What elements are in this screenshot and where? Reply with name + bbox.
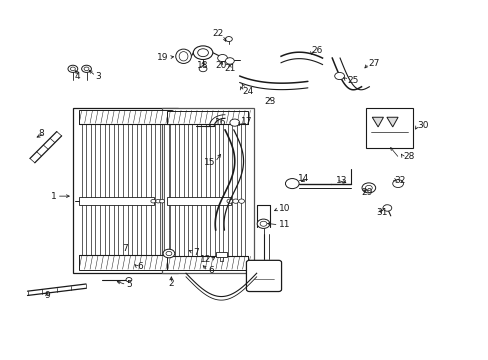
Text: 25: 25: [346, 76, 358, 85]
Bar: [167, 256, 248, 270]
Circle shape: [199, 66, 206, 72]
Ellipse shape: [197, 49, 208, 57]
Circle shape: [156, 199, 160, 203]
Circle shape: [361, 183, 375, 193]
Circle shape: [163, 249, 174, 258]
Text: 3: 3: [96, 72, 102, 81]
Text: 10: 10: [278, 204, 289, 213]
Polygon shape: [371, 117, 383, 127]
Text: 30: 30: [417, 121, 428, 130]
Bar: [167, 111, 248, 124]
FancyBboxPatch shape: [246, 260, 281, 292]
Text: 7: 7: [122, 244, 128, 253]
Text: 28: 28: [402, 152, 413, 161]
Circle shape: [70, 67, 75, 71]
Text: 23: 23: [264, 97, 275, 106]
Circle shape: [68, 65, 78, 72]
Circle shape: [334, 72, 344, 80]
Circle shape: [382, 205, 391, 211]
Circle shape: [225, 37, 232, 41]
Text: 15: 15: [203, 158, 215, 167]
Text: 5: 5: [126, 280, 132, 289]
Bar: [216, 252, 226, 257]
Text: 19: 19: [157, 53, 168, 62]
Circle shape: [217, 54, 227, 62]
Circle shape: [81, 65, 91, 72]
Text: 31: 31: [375, 208, 387, 217]
Bar: [161, 108, 254, 273]
Text: 13: 13: [335, 176, 347, 185]
Circle shape: [226, 199, 232, 203]
Bar: [79, 255, 171, 270]
Text: 27: 27: [368, 59, 380, 68]
Text: 4: 4: [74, 72, 80, 81]
Text: 2: 2: [168, 279, 174, 288]
Text: 22: 22: [212, 29, 224, 38]
Text: 9: 9: [44, 291, 50, 300]
Text: 14: 14: [297, 174, 309, 183]
Circle shape: [151, 199, 156, 203]
Text: 8: 8: [39, 129, 44, 138]
Text: 21: 21: [224, 64, 235, 73]
Circle shape: [225, 58, 234, 64]
Circle shape: [238, 199, 244, 203]
Circle shape: [229, 119, 239, 126]
Text: 29: 29: [361, 188, 372, 197]
Circle shape: [84, 67, 89, 71]
Circle shape: [365, 185, 371, 190]
Circle shape: [285, 179, 299, 189]
Ellipse shape: [175, 49, 191, 63]
Text: 26: 26: [311, 46, 323, 55]
Bar: [73, 108, 177, 273]
Text: 24: 24: [242, 86, 253, 95]
Text: 20: 20: [215, 62, 226, 71]
Text: 32: 32: [394, 176, 405, 185]
Text: 6: 6: [137, 262, 142, 271]
Text: 7: 7: [193, 248, 199, 257]
Bar: [79, 197, 154, 205]
Text: 16: 16: [214, 118, 225, 127]
Circle shape: [159, 199, 164, 203]
Circle shape: [165, 251, 171, 256]
Text: 6: 6: [207, 266, 213, 275]
Text: 12: 12: [200, 255, 211, 264]
Circle shape: [126, 278, 132, 282]
Bar: [79, 110, 171, 124]
Polygon shape: [386, 117, 397, 127]
Ellipse shape: [193, 46, 212, 59]
Circle shape: [232, 199, 238, 203]
Circle shape: [257, 219, 269, 228]
Text: 1: 1: [51, 192, 57, 201]
Text: 18: 18: [197, 61, 208, 70]
Ellipse shape: [179, 51, 187, 61]
Circle shape: [392, 180, 403, 188]
Bar: [366, 108, 412, 148]
Bar: [167, 197, 230, 205]
Text: 11: 11: [278, 220, 289, 229]
Text: 17: 17: [240, 117, 252, 126]
Circle shape: [260, 221, 266, 226]
